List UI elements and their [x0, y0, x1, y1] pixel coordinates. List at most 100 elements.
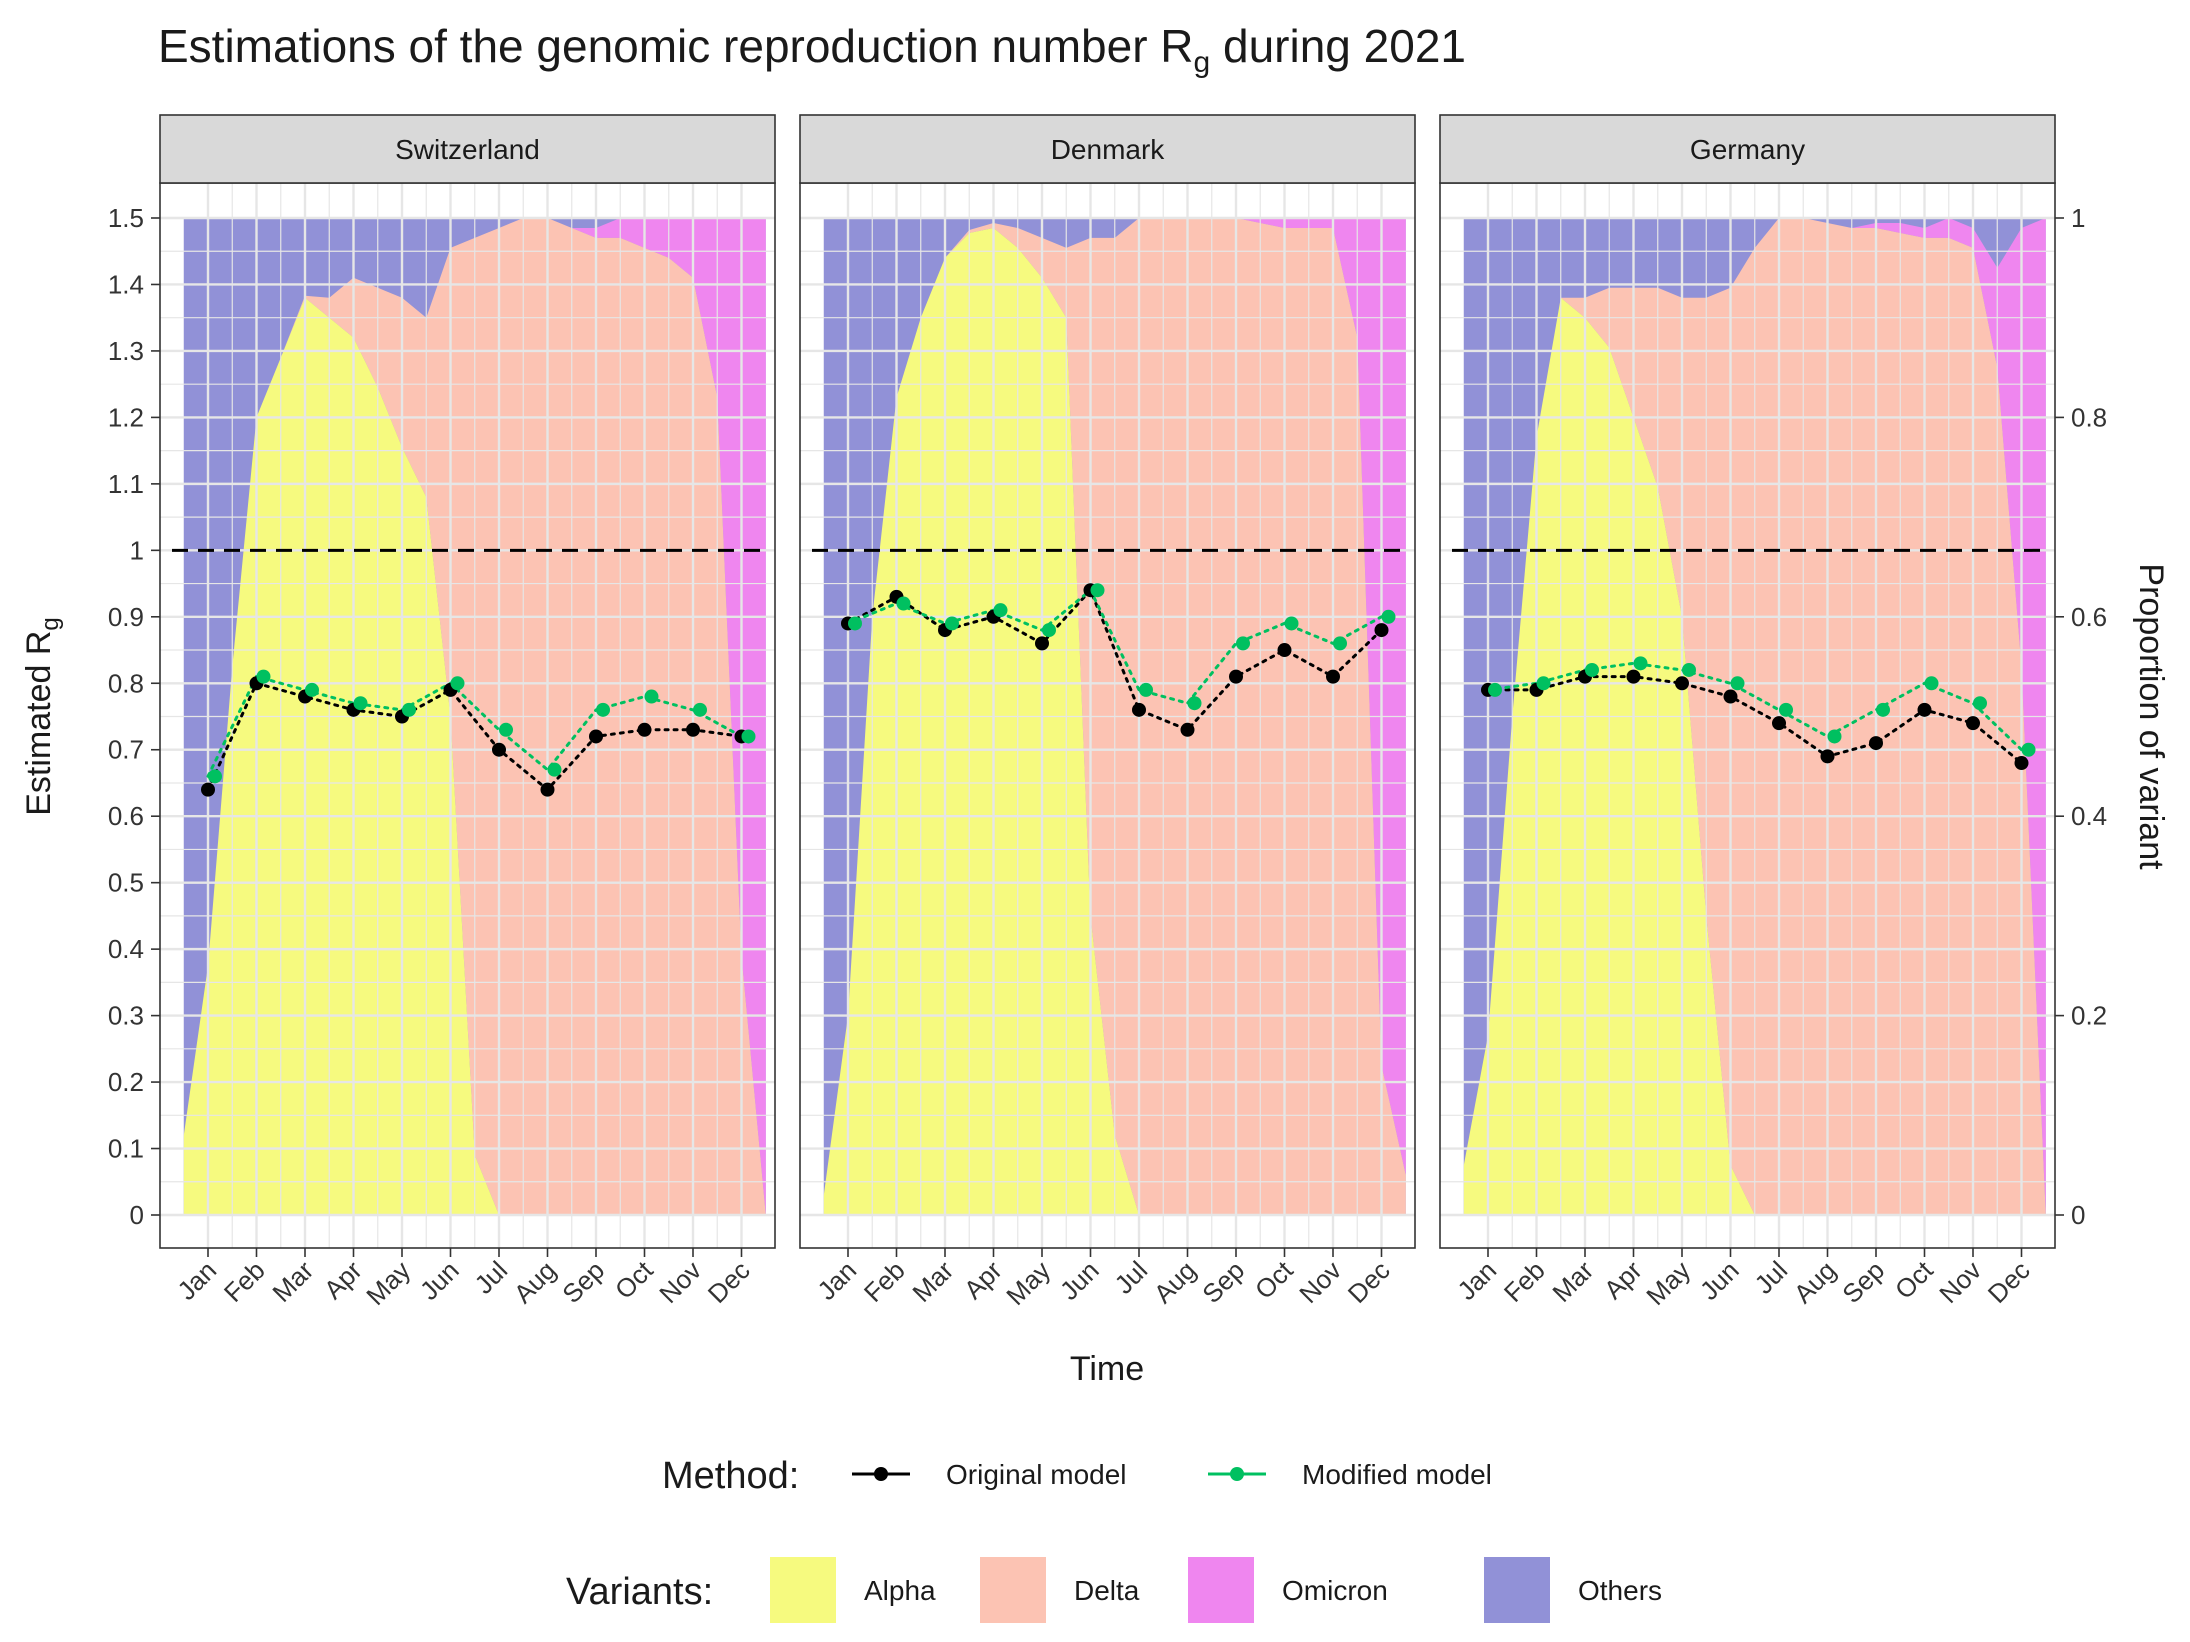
point-modified-model [848, 616, 862, 631]
y-left-tick-label: 1.1 [108, 469, 144, 499]
x-tick-label: Jun [1054, 1255, 1105, 1306]
series-line-original-model [206, 681, 743, 792]
y-left-tick-label: 1.5 [108, 203, 144, 233]
point-modified-model [547, 762, 562, 777]
point-modified-model [402, 702, 416, 717]
point-original-model [589, 729, 603, 744]
point-modified-model [945, 616, 959, 631]
point-modified-model [353, 696, 368, 711]
x-tick-label: May [1640, 1255, 1696, 1311]
x-tick-label: Sep [556, 1255, 610, 1309]
point-original-model [1229, 669, 1243, 684]
x-tick-label: Oct [609, 1254, 659, 1304]
variant-legend-key [980, 1557, 1046, 1623]
point-modified-model [1536, 676, 1551, 691]
point-modified-model [450, 676, 465, 691]
y-left-tick-label: 0.4 [108, 934, 144, 964]
point-original-model [1675, 676, 1689, 691]
point-original-model [637, 722, 652, 737]
x-tick-label: Apr [318, 1255, 368, 1305]
point-modified-model [256, 669, 271, 684]
variant-legend-label: Alpha [864, 1575, 936, 1606]
y-right-tick-label: 0 [2071, 1200, 2085, 1230]
variant-legend-label: Delta [1074, 1575, 1140, 1606]
point-modified-model [1779, 702, 1793, 717]
y-left-tick-label: 0.8 [108, 668, 144, 698]
point-modified-model [1139, 682, 1153, 697]
variant-legend-key [1484, 1557, 1550, 1623]
series-line-original-model [1486, 675, 2023, 765]
series-line-modified-model [206, 674, 743, 778]
x-tick-label: Aug [1788, 1255, 1842, 1309]
point-modified-model [1973, 696, 1987, 711]
x-tick-label: Sep [1196, 1255, 1250, 1309]
y-left-tick-label: 0.1 [108, 1134, 144, 1164]
x-tick-label: Nov [653, 1255, 707, 1309]
point-original-model [1626, 669, 1641, 684]
x-tick-label: Mar [906, 1255, 959, 1308]
point-modified-model [1284, 616, 1299, 631]
x-tick-label: Aug [1148, 1255, 1202, 1309]
y-left-tick-label: 0.3 [108, 1001, 144, 1031]
x-tick-label: Jun [1694, 1255, 1745, 1306]
method-legend-label: Original model [946, 1459, 1127, 1490]
point-original-model [1723, 689, 1738, 704]
point-modified-model [1042, 623, 1056, 638]
y-left-tick-label: 0.5 [108, 868, 144, 898]
panel-switzerland: Switzerland [159, 114, 776, 1249]
x-tick-label: Jun [414, 1255, 465, 1306]
y-left-tick-label: 0.9 [108, 602, 144, 632]
point-original-model [1035, 636, 1049, 651]
y-left-tick-label: 1.3 [108, 336, 144, 366]
x-tick-label: Apr [958, 1255, 1008, 1305]
x-tick-label: Aug [508, 1255, 562, 1309]
x-tick-label: Mar [266, 1255, 319, 1308]
point-modified-model [1488, 682, 1502, 697]
point-modified-model [1924, 676, 1939, 691]
y-right-tick-label: 0.6 [2071, 602, 2107, 632]
point-original-model [1917, 702, 1932, 717]
point-original-model [201, 782, 215, 797]
point-modified-model [1236, 636, 1250, 651]
point-original-model [1820, 749, 1835, 764]
point-modified-model [305, 682, 319, 697]
x-tick-label: Nov [1933, 1255, 1987, 1309]
x-tick-label: Dec [1342, 1255, 1396, 1309]
point-original-model [1374, 623, 1389, 638]
panel-germany: Germany [1439, 114, 2056, 1249]
point-original-model [1132, 702, 1146, 717]
panels: Switzerland Denmark Germany [159, 114, 2056, 1249]
legend: Method: Original model Modified model Varia… [566, 1455, 1662, 1623]
x-tick-label: Nov [1293, 1255, 1347, 1309]
x-tick-label: Dec [702, 1255, 756, 1309]
point-original-model [2014, 756, 2029, 771]
strip-background [799, 114, 1416, 184]
x-tick-label: Feb [1498, 1255, 1551, 1308]
method-legend-title: Method: [662, 1455, 799, 1497]
point-modified-model [1585, 662, 1599, 677]
point-modified-model [596, 702, 610, 717]
y-right-tick-label: 0.2 [2071, 1001, 2107, 1031]
point-modified-model [1090, 583, 1105, 598]
point-modified-model [2021, 742, 2036, 757]
point-original-model [1869, 736, 1883, 751]
y-right-axis-title: Proportion of variant [2132, 563, 2170, 870]
point-original-model [540, 782, 555, 797]
x-tick-label: May [1000, 1255, 1056, 1311]
y-left-tick-label: 1.4 [108, 269, 144, 299]
x-tick-label: Jul [1109, 1255, 1154, 1300]
point-modified-model [896, 596, 911, 611]
variant-legend-label: Omicron [1282, 1575, 1388, 1606]
x-axis-title: Time [1070, 1350, 1144, 1388]
method-legend-key-point [1230, 1467, 1244, 1481]
x-tick-label: Feb [218, 1255, 271, 1308]
point-original-model [1326, 669, 1340, 684]
chart-title: Estimations of the genomic reproduction … [158, 20, 1466, 79]
x-tick-label: Sep [1836, 1255, 1890, 1309]
method-legend-label: Modified model [1302, 1459, 1492, 1490]
y-right-tick-label: 0.8 [2071, 402, 2107, 432]
point-modified-model [1876, 702, 1890, 717]
x-tick-label: Feb [858, 1255, 911, 1308]
variant-legend-key [770, 1557, 836, 1623]
x-tick-label: Oct [1249, 1254, 1299, 1304]
